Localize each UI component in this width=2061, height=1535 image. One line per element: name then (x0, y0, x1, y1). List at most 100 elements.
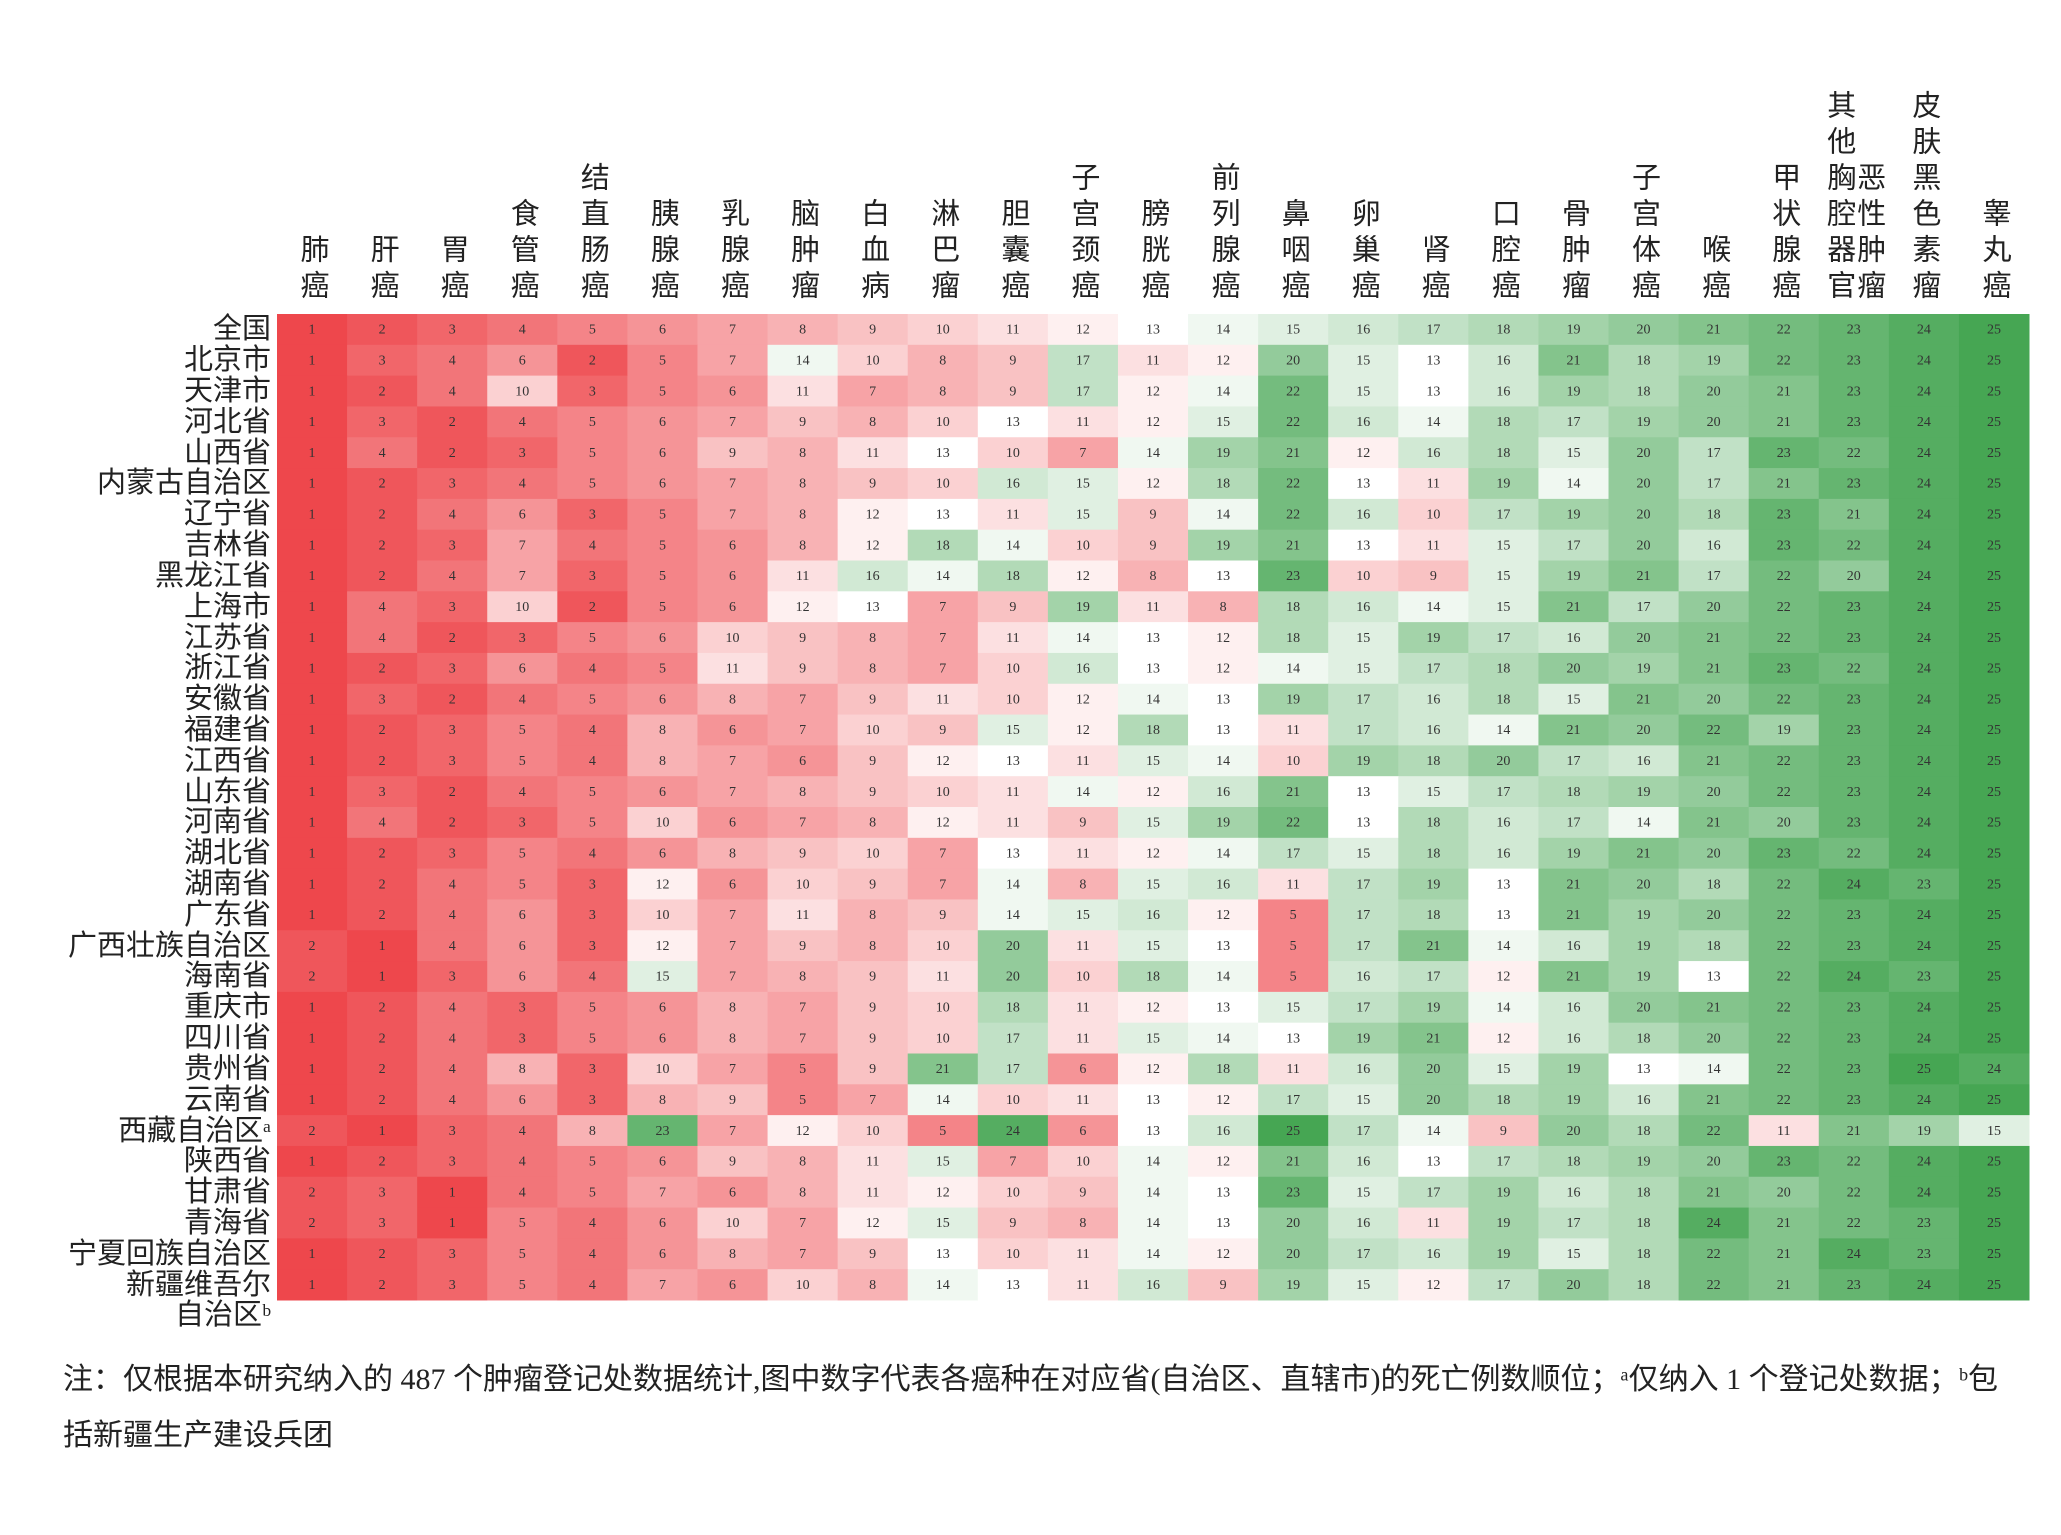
cell-label: 3 (589, 1093, 596, 1108)
cell-label: 22 (1847, 1185, 1861, 1200)
cell (1047, 961, 1119, 993)
cell-label: 2 (379, 1062, 386, 1077)
cell (487, 899, 558, 931)
cell (487, 1145, 558, 1178)
cell (1188, 714, 1259, 746)
cell-label: 21 (1286, 538, 1300, 553)
cell (557, 1115, 628, 1147)
cell (697, 591, 769, 623)
cell (1468, 776, 1539, 808)
cell (1117, 991, 1189, 1024)
cell-label: 16 (1637, 1093, 1651, 1108)
cell (627, 1176, 698, 1209)
cell-label: 3 (519, 1031, 526, 1046)
cell-label: 8 (589, 1124, 596, 1139)
cell-label: 16 (1356, 600, 1370, 615)
cell (487, 1022, 558, 1054)
cell-label: 15 (1146, 939, 1160, 954)
cell (907, 1053, 979, 1085)
cell-label: 17 (1356, 908, 1370, 923)
cell-label: 24 (1917, 477, 1931, 492)
row-label: 北京市 (183, 344, 271, 377)
cell-label: 5 (939, 1124, 946, 1139)
cell (1117, 498, 1189, 531)
cell-label: 3 (589, 939, 596, 954)
cell-label: 14 (1216, 508, 1230, 523)
cell-label: 4 (589, 538, 596, 553)
cell-label: 12 (1146, 846, 1160, 861)
cell-label: 3 (449, 970, 456, 985)
cell-label: 5 (519, 723, 526, 738)
cell-label: 5 (659, 353, 666, 368)
cell-label: 9 (1150, 538, 1157, 553)
cell (1958, 961, 2030, 993)
cell (1538, 591, 1610, 623)
cell (1258, 1022, 1329, 1054)
cell-label: 16 (1426, 692, 1440, 707)
cell (487, 622, 558, 654)
cell-label: 24 (1006, 1124, 1020, 1139)
cell (1538, 1269, 1610, 1301)
cell (1398, 468, 1469, 500)
cell (1398, 375, 1469, 407)
cell (1818, 991, 1890, 1024)
cell (837, 375, 909, 407)
cell (1117, 837, 1189, 870)
cell-label: 5 (799, 1062, 806, 1077)
cell-label: 24 (1707, 1216, 1721, 1231)
cell (1047, 745, 1119, 777)
cell (557, 1176, 628, 1209)
cell-label: 25 (1987, 846, 2001, 861)
cell (417, 1115, 488, 1147)
cell-label: 1 (309, 692, 316, 707)
cell (1748, 807, 1820, 839)
cell (1748, 868, 1820, 900)
cell (1258, 560, 1329, 592)
cell-label: 3 (589, 508, 596, 523)
cell-label: 17 (1566, 538, 1580, 553)
cell (907, 1269, 979, 1301)
cell-label: 14 (1146, 692, 1160, 707)
cell (1608, 498, 1680, 531)
cell (557, 776, 628, 808)
cell-label: 17 (1496, 508, 1510, 523)
cell (1328, 652, 1399, 685)
cell-label: 21 (1777, 477, 1791, 492)
cell-label: 1 (449, 1185, 456, 1200)
cell-label: 13 (1006, 754, 1020, 769)
cell (1748, 776, 1820, 808)
cell-label: 17 (1707, 477, 1721, 492)
cell-label: 21 (1637, 692, 1651, 707)
cell (767, 776, 839, 808)
cell (1047, 837, 1119, 870)
cell (1328, 745, 1399, 777)
cell (417, 776, 488, 808)
cell-label: 19 (1777, 723, 1791, 738)
cell-label: 16 (1496, 846, 1510, 861)
cell (417, 1269, 488, 1301)
cell (907, 930, 979, 962)
cell-label: 8 (939, 353, 946, 368)
cell-label: 18 (1637, 1247, 1651, 1262)
cell (697, 375, 769, 407)
column-label: 子宫体癌 (1627, 162, 1660, 306)
cell (417, 1207, 488, 1239)
column-label: 甲状腺癌 (1767, 162, 1800, 306)
cell-label: 12 (1216, 1155, 1230, 1170)
cell (1608, 807, 1680, 839)
cell-label: 22 (1777, 1001, 1791, 1016)
cell (1538, 1145, 1610, 1178)
cell-label: 20 (1707, 384, 1721, 399)
cell (1468, 1022, 1539, 1054)
cell (557, 1145, 628, 1178)
cell-label: 3 (379, 1185, 386, 1200)
cell (1888, 1115, 1960, 1147)
cell (487, 468, 558, 500)
cell (627, 622, 698, 654)
cell (977, 591, 1049, 623)
cell-label: 21 (1566, 970, 1580, 985)
column-label: 淋巴瘤 (926, 198, 959, 306)
cell (277, 560, 348, 592)
cell-label: 19 (1496, 477, 1510, 492)
cell (977, 899, 1049, 931)
